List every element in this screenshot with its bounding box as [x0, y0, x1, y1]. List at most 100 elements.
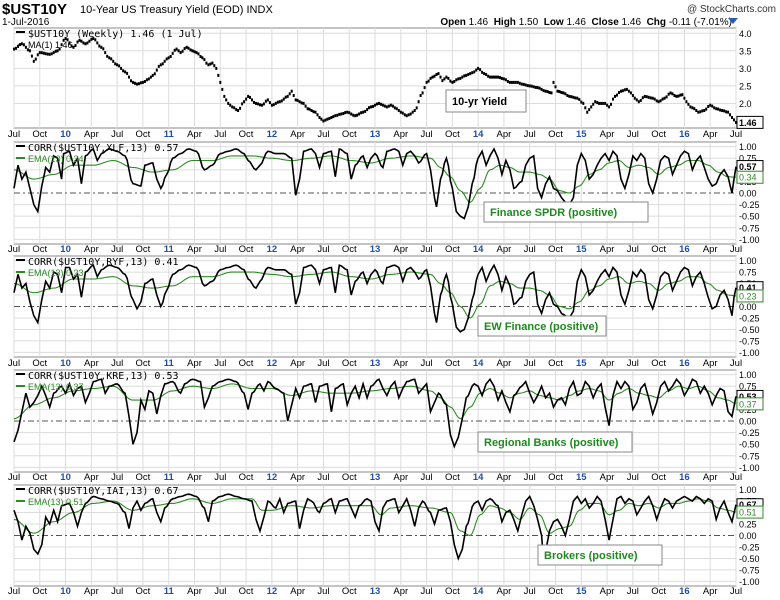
high-value: 1.50	[518, 17, 539, 28]
price-bar	[540, 87, 543, 91]
price-bar	[237, 109, 240, 112]
annotation-box	[477, 315, 607, 337]
x-tick-label: Jul	[8, 472, 20, 483]
price-bar	[74, 44, 77, 47]
high-label: High	[493, 17, 516, 28]
price-bar	[618, 91, 620, 94]
price-bar	[393, 106, 396, 110]
chevron-down-icon[interactable]	[728, 18, 738, 24]
y-tick-label: -0.25	[739, 542, 760, 552]
x-tick-label: Oct	[651, 129, 666, 140]
x-tick-label: 14	[473, 244, 484, 255]
price-bar	[215, 66, 218, 70]
annotation-label: Regional Banks (positive)	[484, 437, 619, 449]
price-bar	[441, 79, 444, 83]
price-bar	[552, 80, 555, 84]
price-bar	[243, 100, 246, 104]
x-tick-label: Oct	[136, 129, 151, 140]
legend-main: CORR($UST10Y,XLF,13) 0.57	[28, 143, 179, 154]
y-tick-label: -0.75	[739, 565, 760, 575]
legend-swatch-main	[16, 259, 25, 261]
x-tick-label: Apr	[393, 358, 408, 369]
x-tick-label: 11	[164, 244, 175, 255]
price-bar	[181, 49, 184, 53]
price-bar	[157, 64, 160, 68]
x-tick-label: Apr	[84, 472, 99, 483]
price-bar	[627, 89, 630, 93]
price-bar	[689, 105, 692, 109]
price-bar	[20, 42, 23, 46]
x-tick-label: Jul	[627, 586, 639, 597]
y-tick-label: -1.00	[739, 577, 760, 587]
price-bar	[625, 87, 628, 91]
price-bar	[608, 105, 611, 109]
last-ema-label: 0.37	[739, 399, 757, 409]
x-tick-label: Jul	[111, 244, 123, 255]
x-tick-label: Apr	[600, 129, 615, 140]
x-tick-label: 11	[164, 358, 175, 369]
price-bar	[108, 56, 111, 60]
price-bar	[330, 116, 333, 119]
correlation-line	[13, 377, 737, 449]
price-bar	[461, 75, 464, 79]
price-bar	[262, 102, 265, 106]
symbol-title: $UST10Y	[2, 1, 68, 18]
price-bar	[245, 97, 248, 101]
x-tick-label: Apr	[84, 358, 99, 369]
price-bar	[46, 52, 49, 56]
last-value-label: 0.53	[739, 392, 757, 402]
x-tick-label: Jul	[627, 472, 639, 483]
price-bar	[360, 111, 363, 115]
x-tick-label: 15	[576, 358, 587, 369]
x-tick-label: Jul	[111, 586, 123, 597]
price-bar	[270, 103, 273, 107]
last-value-tag	[736, 115, 764, 129]
last-value-label: 0.57	[739, 162, 757, 172]
x-tick-label: Apr	[187, 472, 202, 483]
price-bar	[661, 97, 664, 101]
price-bar	[306, 107, 309, 111]
x-tick-label: Oct	[342, 358, 357, 369]
x-tick-label: Apr	[703, 244, 718, 255]
price-bar	[425, 80, 428, 84]
price-bar	[727, 110, 730, 114]
price-bar	[479, 68, 482, 72]
last-value-label: 0.67	[739, 500, 757, 510]
last-ema-label: 0.51	[739, 508, 757, 518]
price-bar	[324, 118, 327, 122]
x-tick-label: Apr	[84, 244, 99, 255]
x-tick-label: 13	[370, 472, 381, 483]
price-bar	[334, 114, 337, 118]
price-bar	[60, 43, 63, 47]
price-bar	[56, 49, 59, 53]
price-bar	[725, 110, 728, 114]
x-tick-label: Jul	[317, 358, 329, 369]
x-tick-label: Oct	[239, 129, 254, 140]
price-bar	[719, 108, 722, 112]
x-tick-label: Jul	[420, 586, 432, 597]
price-bar	[348, 111, 351, 115]
price-bar	[614, 94, 616, 98]
price-bar	[443, 77, 446, 81]
price-bar	[199, 55, 202, 58]
x-tick-label: Jul	[730, 129, 742, 140]
price-bar	[114, 62, 117, 66]
price-bar	[201, 56, 204, 60]
price-bar	[78, 38, 81, 42]
price-bar	[284, 95, 287, 99]
price-bar	[296, 98, 299, 102]
y-tick-label: 2.0	[739, 99, 752, 109]
price-bar	[300, 101, 303, 105]
price-bar	[590, 105, 593, 109]
x-tick-label: 13	[370, 129, 381, 140]
price-bar	[616, 93, 618, 97]
x-tick-label: 14	[473, 472, 484, 483]
x-tick-label: Jul	[524, 358, 536, 369]
open-value: 1.46	[468, 17, 489, 28]
x-tick-label: Oct	[445, 129, 460, 140]
price-bar	[715, 107, 718, 111]
x-tick-label: Jul	[214, 358, 226, 369]
price-bar	[417, 100, 420, 104]
price-bar	[203, 58, 206, 62]
price-bar	[340, 112, 343, 116]
